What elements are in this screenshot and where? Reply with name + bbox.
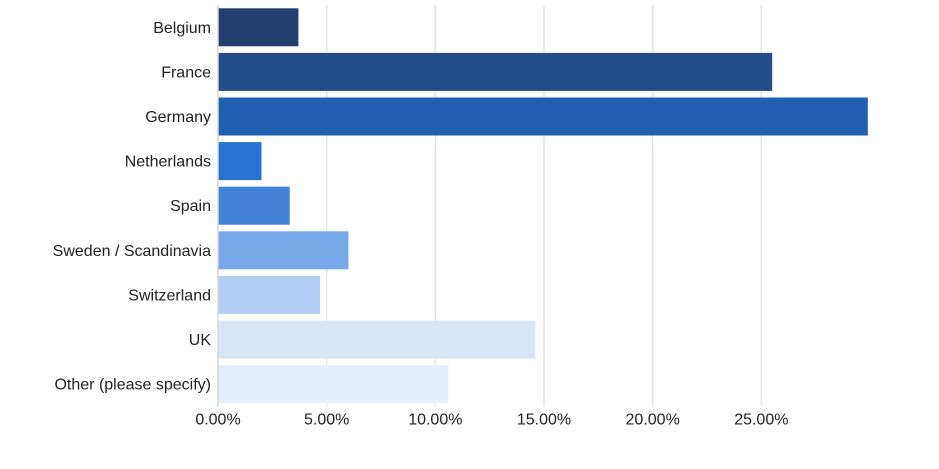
- bar: [218, 97, 868, 136]
- x-tick-label: 15.00%: [517, 411, 571, 428]
- category-label: UK: [189, 332, 212, 349]
- bar-layer: [218, 8, 868, 404]
- x-tick-label: 10.00%: [408, 411, 462, 428]
- x-tick-label-layer: 0.00% 5.00% 10.00% 15.00% 20.00% 25.00%: [195, 411, 788, 428]
- x-tick-label: 5.00%: [304, 411, 349, 428]
- bar: [218, 142, 262, 181]
- bar: [218, 231, 349, 270]
- category-label: Belgium: [153, 20, 211, 37]
- bar: [218, 320, 536, 359]
- category-label: Other (please specify): [54, 377, 211, 394]
- category-label: France: [161, 64, 211, 81]
- bar: [218, 365, 449, 404]
- x-tick-label: 25.00%: [734, 411, 788, 428]
- x-tick-label: 20.00%: [626, 411, 680, 428]
- category-label-layer: Belgium France Germany Netherlands Spain Swed…: [53, 20, 212, 394]
- bar: [218, 52, 773, 91]
- bar: [218, 186, 290, 225]
- category-label: Switzerland: [128, 287, 211, 304]
- x-tick-label: 0.00%: [195, 411, 240, 428]
- category-label: Spain: [170, 198, 211, 215]
- bar: [218, 275, 321, 314]
- category-label: Germany: [145, 109, 211, 126]
- category-label: Sweden / Scandinavia: [53, 243, 211, 260]
- category-label: Netherlands: [125, 154, 211, 171]
- bar: [218, 8, 299, 47]
